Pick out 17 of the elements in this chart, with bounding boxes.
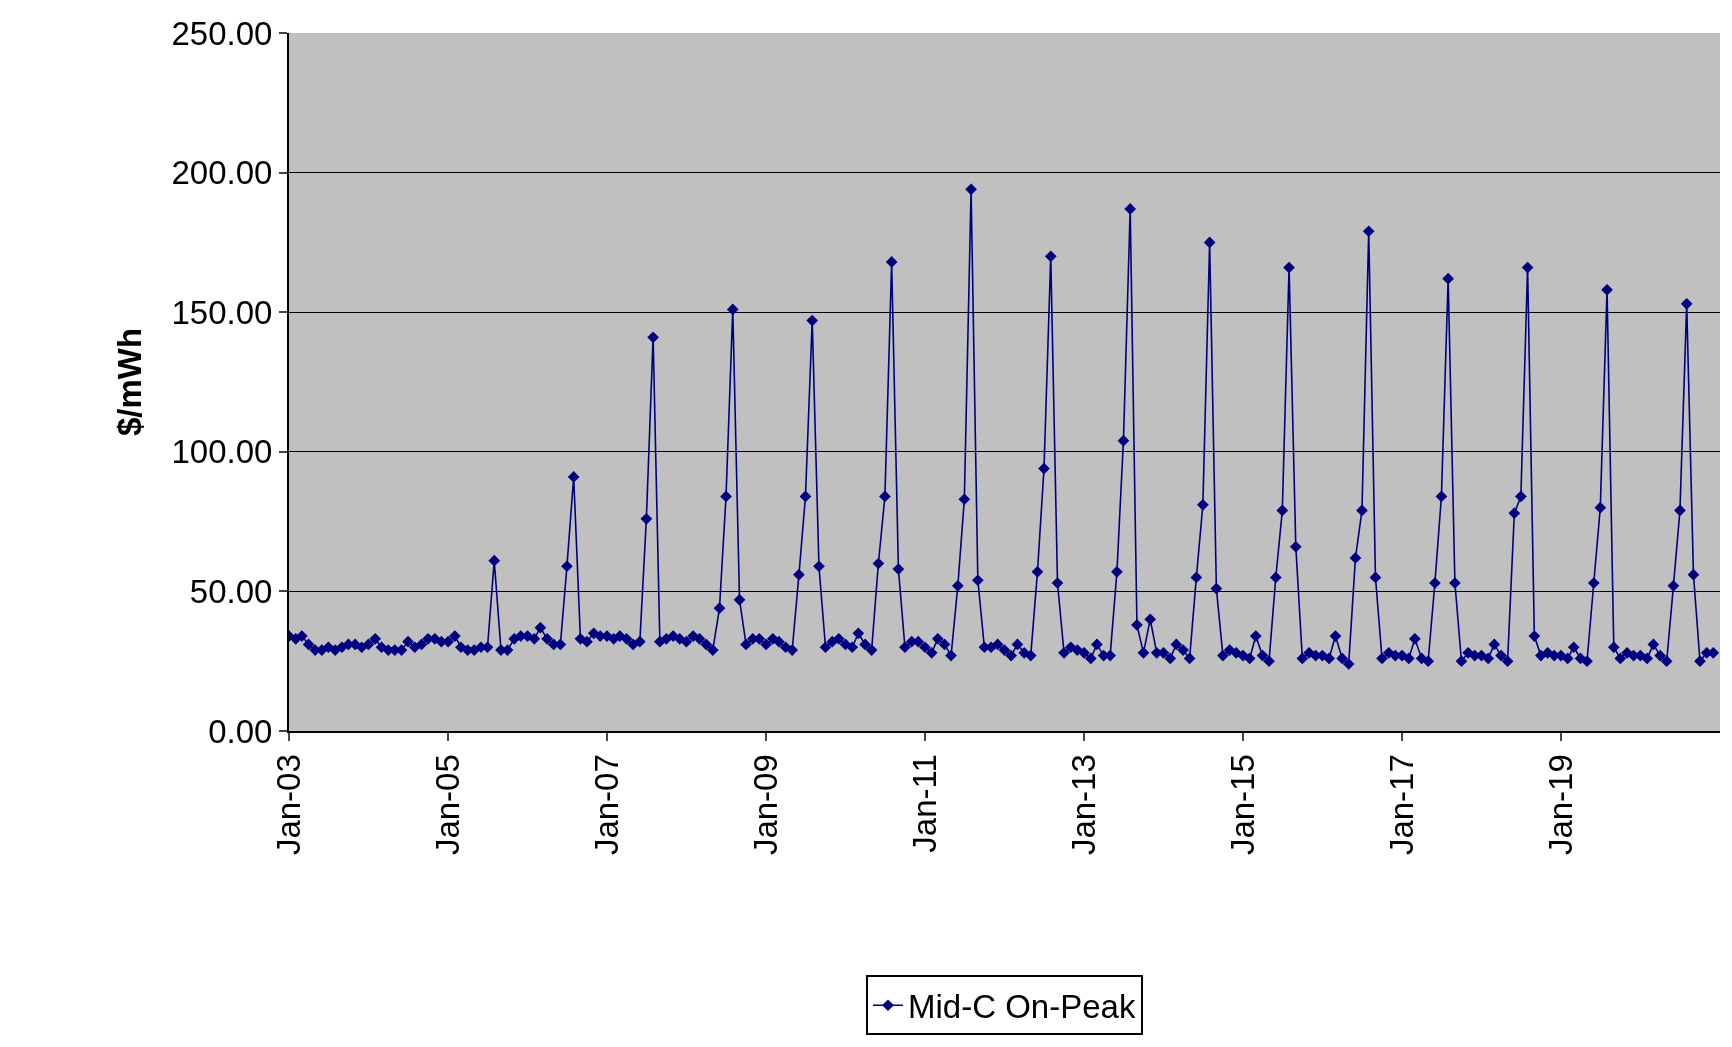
y-tick-label: 150.00 — [171, 293, 273, 331]
x-tick-label: Jan-19 — [1541, 754, 1579, 856]
x-tick-label: Jan-15 — [1223, 754, 1261, 856]
x-tick-label: Jan-03 — [269, 754, 307, 856]
x-tick-label: Jan-13 — [1064, 754, 1102, 856]
x-tick-label: Jan-07 — [587, 754, 625, 856]
x-tick-label: Jan-09 — [746, 754, 784, 856]
x-tick-label: Jan-11 — [905, 754, 943, 853]
y-tick-label: 200.00 — [171, 154, 273, 192]
y-tick-label: 0.00 — [208, 712, 273, 750]
y-tick-label: 250.00 — [171, 14, 273, 52]
y-tick-label: 50.00 — [189, 572, 273, 610]
y-tick-label: 100.00 — [171, 433, 273, 471]
legend-label: Mid-C On-Peak — [908, 988, 1136, 1026]
y-axis-title: $/mWh — [110, 327, 148, 437]
x-tick-label: Jan-05 — [428, 754, 466, 856]
x-tick-label: Jan-17 — [1382, 754, 1420, 856]
